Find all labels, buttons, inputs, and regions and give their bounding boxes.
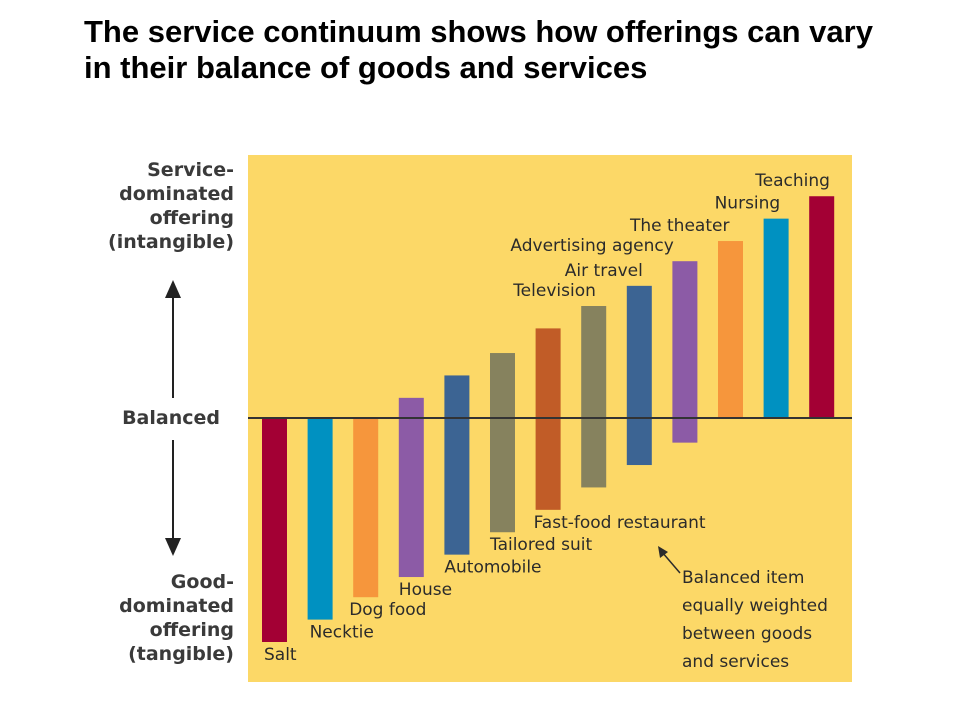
service-label-line: dominated: [119, 183, 234, 205]
balanced-annotation: Balanced item equally weighted between g…: [658, 546, 828, 672]
bar-automobile: [444, 375, 470, 555]
label-advertising-agency: Advertising agency: [510, 236, 673, 256]
goods-dominated-label: Good- dominated offering (tangible): [96, 570, 234, 666]
annotation-arrow-icon: [658, 546, 668, 558]
bar-the-theater: [718, 241, 743, 418]
bar-teaching: [809, 196, 835, 418]
label-dog-food: Dog food: [349, 600, 426, 620]
goods-label-line: (tangible): [128, 643, 234, 665]
goods-label-line: dominated: [119, 595, 234, 617]
service-label-line: Service-: [147, 159, 234, 181]
label-house: House: [399, 580, 452, 600]
down-arrow-icon: [165, 538, 181, 556]
label-air-travel: Air travel: [565, 261, 643, 281]
annotation-line: between goods: [682, 624, 812, 644]
label-teaching: Teaching: [754, 171, 830, 191]
label-necktie: Necktie: [310, 623, 374, 643]
annotation-line: equally weighted: [682, 596, 828, 616]
bar-necktie: [307, 418, 333, 620]
bar-tailored-suit: [490, 353, 515, 533]
annotation-line: Balanced item: [682, 568, 804, 588]
balanced-label: Balanced: [122, 407, 220, 429]
scale-arrows: [165, 280, 181, 556]
bars-group: [262, 196, 835, 642]
service-label-line: offering: [149, 207, 234, 229]
label-the-theater: The theater: [629, 216, 729, 236]
label-television: Television: [512, 281, 596, 301]
bar-television: [581, 306, 607, 488]
service-dominated-label: Service- dominated offering (intangible): [96, 158, 234, 254]
label-salt: Salt: [264, 645, 297, 665]
goods-label-line: offering: [149, 619, 234, 641]
goods-label-line: Good-: [170, 571, 234, 593]
up-arrow-icon: [165, 280, 181, 298]
label-automobile: Automobile: [444, 558, 541, 578]
bar-dog-food: [353, 418, 379, 598]
label-tailored-suit: Tailored suit: [489, 535, 592, 555]
annotation-line: and services: [682, 652, 789, 672]
label-fast-food-restaurant: Fast-food restaurant: [534, 513, 706, 533]
bar-nursing: [763, 218, 789, 418]
bar-fast-food-restaurant: [535, 328, 561, 510]
bar-air-travel: [626, 285, 652, 466]
bar-salt: [262, 418, 287, 642]
label-nursing: Nursing: [715, 194, 781, 214]
bar-advertising-agency: [672, 261, 698, 443]
bar-house: [398, 397, 424, 578]
annotation-arrow-line: [661, 551, 681, 574]
slide-title: The service continuum shows how offering…: [84, 14, 873, 85]
service-label-line: (intangible): [108, 231, 234, 253]
